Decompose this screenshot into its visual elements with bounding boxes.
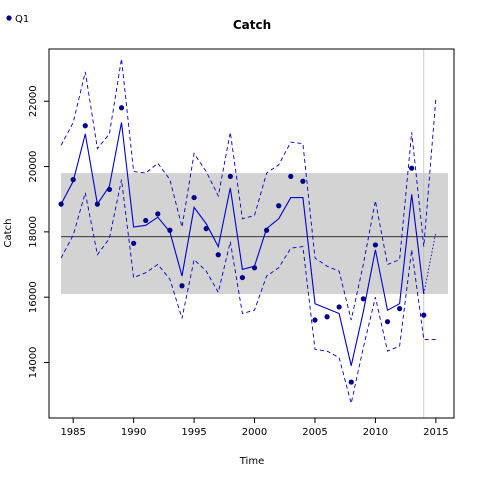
reference-band [61,173,448,294]
data-point-q1 [312,317,318,323]
data-point-q1 [409,165,415,171]
data-point-q1 [384,319,391,325]
data-point-q1 [372,242,379,248]
y-tick-label: 22000 [28,85,39,117]
projection-line [423,231,437,294]
y-tick-label: 14000 [28,347,39,379]
fitted-line [60,122,425,366]
x-tick-label: 2010 [363,427,388,438]
legend-marker-q1 [6,15,12,21]
data-point-q1 [191,194,197,201]
y-tick-label: 16000 [28,281,39,313]
data-point-q1 [131,240,137,246]
y-axis-label: Catch [3,219,14,248]
data-point-q1 [143,217,149,224]
data-point-q1 [360,296,366,302]
x-tick-label: 1985 [60,427,85,438]
data-point-q1 [58,201,64,207]
data-point-q1 [324,314,330,320]
legend-label-q1: Q1 [15,14,29,25]
data-point-q1 [300,178,306,184]
data-point-q1 [251,265,258,271]
upper-bound-line [60,58,437,321]
x-tick-label: 1990 [121,427,146,438]
chart-title: Catch [233,18,271,32]
y-tick-label: 18000 [28,216,39,248]
data-point-q1 [276,203,282,209]
data-point-q1 [239,274,246,281]
data-point-q1 [94,201,100,207]
data-point-q1 [348,379,354,385]
data-point-q1 [288,173,294,179]
lower-bound-line [60,179,436,404]
data-point-q1 [421,312,427,318]
data-point-q1 [167,227,173,233]
data-point-q1 [82,123,88,129]
x-tick-label: 2015 [423,427,448,438]
data-point-q1 [106,186,113,193]
x-tick-label: 1995 [181,427,206,438]
plot-frame [48,48,455,419]
data-point-q1 [336,304,342,310]
data-point-q1 [264,227,270,233]
x-axis-label: Time [239,456,264,467]
x-tick-label: 2000 [242,427,267,438]
data-point-q1 [215,252,221,258]
y-tick-label: 20000 [28,151,39,183]
data-point-q1 [396,306,403,312]
data-point-q1 [155,211,161,217]
data-point-q1 [203,226,209,232]
x-tick-label: 2005 [302,427,327,438]
data-point-q1 [179,283,185,289]
legend: Q1 [6,14,29,25]
data-point-q1 [70,177,76,183]
data-point-q1 [118,105,125,111]
data-point-q1 [227,173,233,179]
